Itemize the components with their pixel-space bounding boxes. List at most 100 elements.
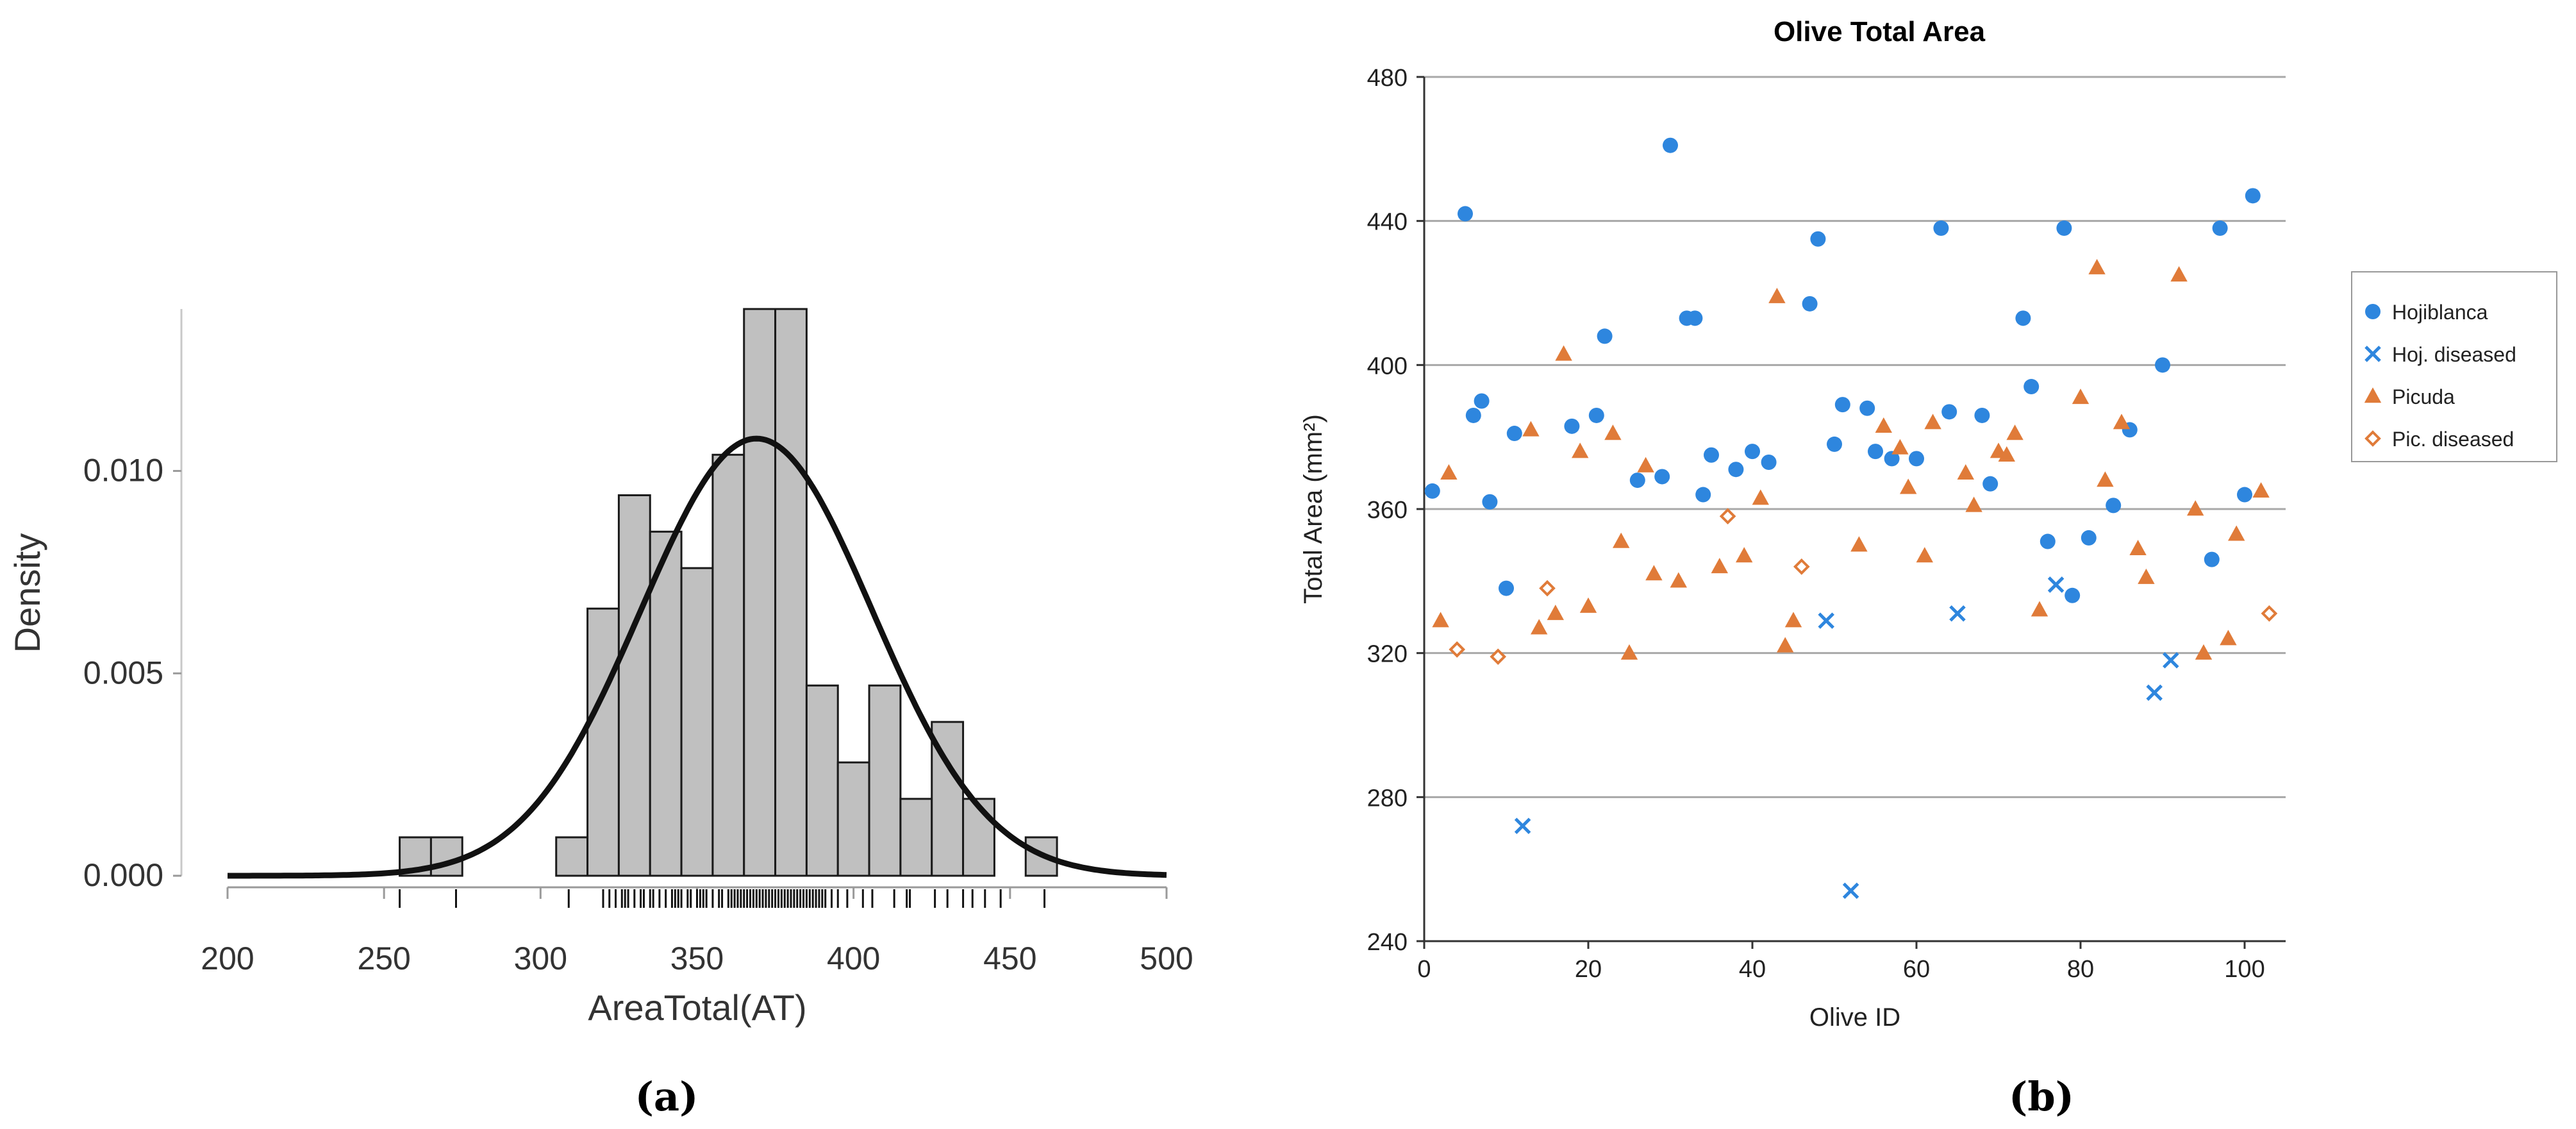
- y-tick-label: 240: [1367, 929, 1408, 956]
- histogram-bar: [617, 494, 651, 877]
- point-hojiblanca: [1424, 483, 1440, 499]
- legend-marker-picuda: [2364, 387, 2382, 403]
- point-hojiblanca: [2106, 498, 2122, 514]
- point-pic-diseased: [1449, 641, 1466, 658]
- point-picuda: [1777, 637, 1794, 653]
- point-picuda: [1924, 414, 1941, 430]
- point-picuda: [1579, 597, 1597, 613]
- histogram-bar: [586, 607, 620, 877]
- point-picuda: [1670, 572, 1687, 588]
- point-hojiblanca: [1802, 296, 1818, 312]
- y-axis-ticks: 240 280 320 360 400 440 480: [1367, 65, 1424, 956]
- legend-box: [2351, 271, 2557, 462]
- legend-marker-hoj-diseased: [2364, 346, 2381, 362]
- point-hojiblanca: [1974, 407, 1990, 423]
- point-picuda: [1440, 464, 1458, 480]
- x-tick-label: 100: [2224, 956, 2264, 983]
- histogram-bar: [962, 798, 995, 877]
- point-hojiblanca: [1761, 454, 1777, 470]
- x-tick-label: 450: [983, 941, 1036, 976]
- point-hojiblanca: [1704, 447, 1719, 463]
- y-axis-label: Total Area (mm²): [1299, 414, 1327, 604]
- point-pic-diseased: [1793, 558, 1810, 575]
- point-picuda: [1965, 496, 1982, 512]
- histogram-bar: [711, 453, 745, 877]
- scatter-points: [1424, 137, 2278, 899]
- point-hojiblanca: [1933, 220, 1949, 236]
- x-tick-label: 40: [1739, 956, 1766, 983]
- x-marker-stroke: [1842, 882, 1859, 899]
- x-tick-label: 400: [827, 941, 880, 976]
- point-hojiblanca: [1909, 451, 1924, 467]
- x-tick-label: 60: [1903, 956, 1930, 983]
- point-picuda: [1604, 424, 1622, 440]
- density-curve: [228, 435, 1167, 879]
- point-picuda: [1645, 565, 1663, 581]
- point-picuda: [2187, 500, 2204, 516]
- point-hojiblanca: [1499, 580, 1514, 596]
- point-picuda: [1891, 439, 1909, 455]
- point-picuda: [1547, 605, 1564, 621]
- y-tick-label: 400: [1367, 353, 1408, 380]
- point-hojiblanca: [2081, 530, 2097, 546]
- point-picuda: [1555, 345, 1572, 361]
- point-picuda: [2220, 630, 2237, 646]
- gridlines: [1424, 76, 2286, 798]
- point-hojiblanca: [1465, 407, 1481, 423]
- point-hojiblanca: [1982, 476, 1998, 492]
- point-picuda: [1752, 489, 1769, 505]
- point-hojiblanca: [1458, 206, 1473, 222]
- point-picuda: [1522, 421, 1540, 437]
- point-picuda: [2031, 601, 2048, 617]
- y-axis-ticks: 0.000 0.005 0.010: [83, 453, 181, 893]
- x-marker-stroke: [2163, 652, 2179, 669]
- y-tick-label: 0.000: [83, 857, 163, 893]
- point-hojiblanca: [2065, 587, 2081, 603]
- point-hojiblanca: [1695, 487, 1711, 503]
- legend-marker-pic-diseased: [2364, 430, 2381, 447]
- point-hojiblanca: [1728, 462, 1744, 478]
- point-hoj-diseased: [2047, 576, 2065, 593]
- x-tick-label: 250: [357, 941, 410, 976]
- point-picuda: [1875, 417, 1892, 433]
- point-picuda: [1998, 446, 2015, 462]
- point-hojiblanca: [1884, 451, 1900, 467]
- y-tick-label: 0.010: [83, 453, 163, 489]
- point-picuda: [2113, 414, 2131, 430]
- point-picuda: [1432, 612, 1449, 628]
- y-tick-label: 360: [1367, 497, 1408, 524]
- point-hojiblanca: [2023, 379, 2040, 395]
- x-marker-stroke: [2364, 346, 2381, 362]
- x-marker-stroke: [2047, 576, 2065, 593]
- histogram-bar: [429, 836, 463, 877]
- point-picuda: [2072, 389, 2090, 405]
- point-hoj-diseased: [1949, 605, 1966, 622]
- point-picuda: [1736, 547, 1753, 563]
- x-tick-label: 80: [2067, 956, 2094, 983]
- point-hoj-diseased: [2146, 684, 2163, 701]
- point-hojiblanca: [1597, 328, 1613, 344]
- point-picuda: [1784, 612, 1802, 628]
- histogram-panel: 0.000 0.005 0.010 200 250 300 350 400 450 500 De…: [7, 308, 1193, 1120]
- point-hojiblanca: [1941, 404, 1957, 420]
- point-hoj-diseased: [1818, 612, 1834, 629]
- point-hojiblanca: [1868, 444, 1883, 460]
- legend-label: Hoj. diseased: [2392, 343, 2516, 366]
- point-picuda: [2252, 482, 2270, 498]
- point-picuda: [1916, 547, 1933, 563]
- point-hoj-diseased: [2163, 652, 2179, 669]
- point-picuda: [2088, 258, 2106, 274]
- legend-label: Picuda: [2392, 385, 2455, 408]
- point-hoj-diseased: [1842, 882, 1859, 899]
- x-tick-label: 200: [201, 941, 254, 976]
- x-axis-label: AreaTotal(AT): [588, 987, 806, 1028]
- histogram-bar: [774, 308, 808, 877]
- point-hojiblanca: [2212, 220, 2228, 236]
- legend-marker-hojiblanca: [2365, 304, 2381, 319]
- x-tick-label: 350: [670, 941, 724, 976]
- histogram-bar: [680, 567, 714, 877]
- histogram-bar: [743, 308, 777, 877]
- point-picuda: [1613, 532, 1630, 548]
- point-hojiblanca: [2155, 357, 2170, 373]
